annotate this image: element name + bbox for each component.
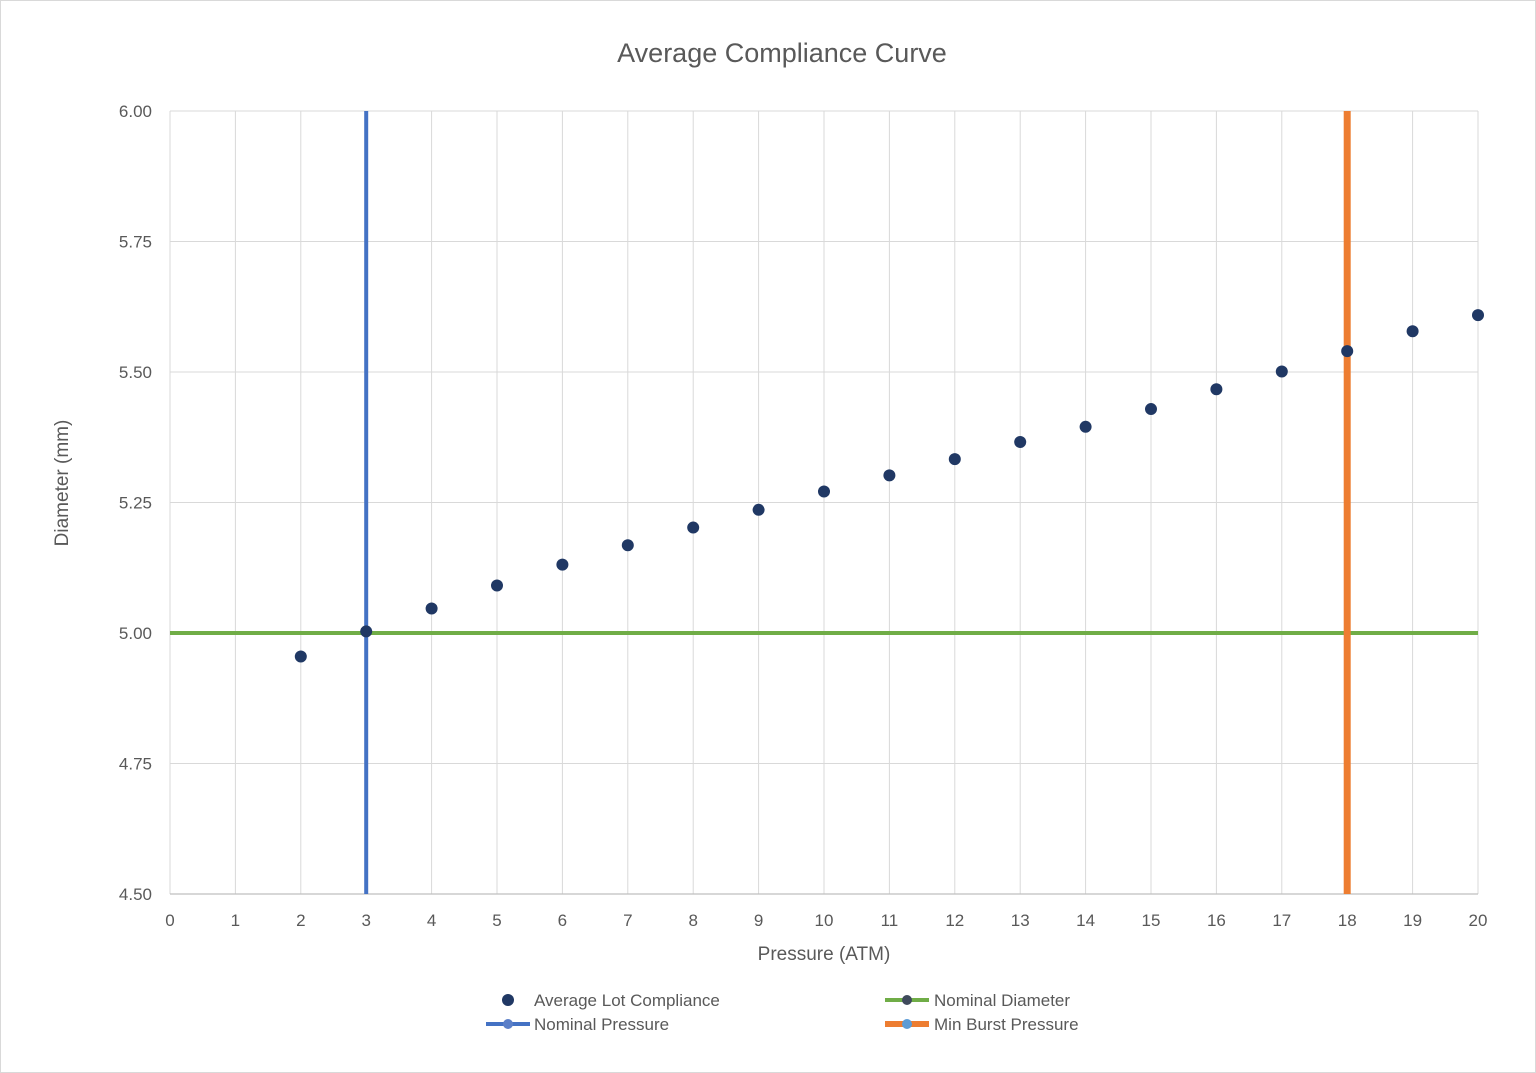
x-tick-label: 16 bbox=[1207, 911, 1226, 930]
x-tick-label: 15 bbox=[1142, 911, 1161, 930]
y-tick-label: 5.50 bbox=[119, 363, 152, 382]
legend-item: Average Lot Compliance bbox=[502, 991, 720, 1010]
y-axis-title: Diameter (mm) bbox=[52, 420, 73, 547]
x-tick-label: 0 bbox=[165, 911, 174, 930]
x-axis-title: Pressure (ATM) bbox=[758, 944, 891, 965]
legend-label: Nominal Diameter bbox=[934, 991, 1070, 1010]
x-tick-label: 5 bbox=[492, 911, 501, 930]
data-point bbox=[1406, 325, 1419, 338]
y-tick-label: 5.75 bbox=[119, 233, 152, 252]
x-tick-label: 4 bbox=[427, 911, 436, 930]
legend-swatch-marker bbox=[503, 1019, 513, 1029]
x-tick-label: 11 bbox=[881, 911, 899, 930]
data-point bbox=[687, 521, 700, 534]
data-point bbox=[294, 650, 307, 663]
legend-swatch-marker bbox=[902, 995, 912, 1005]
x-tick-label: 18 bbox=[1338, 911, 1357, 930]
x-tick-label: 12 bbox=[945, 911, 964, 930]
y-tick-label: 5.25 bbox=[119, 494, 152, 513]
x-tick-label: 2 bbox=[296, 911, 305, 930]
data-point bbox=[1145, 403, 1157, 416]
data-point bbox=[360, 625, 373, 638]
x-tick-label: 20 bbox=[1469, 911, 1488, 930]
legend-label: Min Burst Pressure bbox=[934, 1015, 1079, 1034]
data-point bbox=[556, 558, 569, 571]
x-tick-label: 17 bbox=[1272, 911, 1291, 930]
reference-lines bbox=[170, 111, 1478, 894]
x-tick-label: 8 bbox=[688, 911, 697, 930]
x-tick-label: 13 bbox=[1011, 911, 1030, 930]
data-point bbox=[1275, 365, 1288, 378]
legend-item: Nominal Diameter bbox=[885, 991, 1070, 1010]
chart-title: Average Compliance Curve bbox=[617, 38, 947, 68]
x-tick-label: 14 bbox=[1076, 911, 1095, 930]
x-tick-label: 19 bbox=[1403, 911, 1422, 930]
x-tick-label: 6 bbox=[558, 911, 567, 930]
data-point bbox=[948, 453, 961, 466]
data-point bbox=[1079, 420, 1092, 433]
data-point bbox=[425, 602, 438, 615]
data-point bbox=[1210, 383, 1223, 396]
data-points bbox=[294, 309, 1484, 663]
y-tick-label: 6.00 bbox=[119, 102, 152, 121]
x-tick-label: 7 bbox=[623, 911, 632, 930]
y-tick-label: 5.00 bbox=[119, 624, 152, 643]
data-point bbox=[491, 579, 503, 592]
data-point bbox=[621, 539, 634, 552]
legend-item: Min Burst Pressure bbox=[885, 1015, 1079, 1034]
legend: Average Lot Compliance Nominal Diameter No… bbox=[486, 991, 1079, 1034]
legend-item: Nominal Pressure bbox=[486, 1015, 669, 1034]
data-point bbox=[1472, 309, 1484, 322]
legend-label: Nominal Pressure bbox=[534, 1015, 669, 1034]
data-point bbox=[1341, 345, 1354, 358]
x-tick-labels: 0 1 2 3 4 5 6 7 8 9 10 11 12 13 14 15 16 17 18 19 20 bbox=[165, 911, 1487, 930]
data-point bbox=[883, 469, 896, 482]
y-tick-label: 4.75 bbox=[119, 755, 152, 774]
y-tick-labels: 4.50 4.75 5.00 5.25 5.50 5.75 6.00 bbox=[119, 102, 152, 904]
y-tick-label: 4.50 bbox=[119, 885, 152, 904]
legend-swatch-marker bbox=[902, 1019, 912, 1029]
data-point bbox=[1014, 435, 1027, 448]
x-tick-label: 3 bbox=[361, 911, 370, 930]
x-tick-label: 10 bbox=[815, 911, 834, 930]
data-point bbox=[752, 503, 765, 516]
legend-label: Average Lot Compliance bbox=[534, 991, 720, 1010]
x-tick-label: 9 bbox=[754, 911, 763, 930]
x-tick-label: 1 bbox=[231, 911, 240, 930]
legend-swatch bbox=[502, 994, 514, 1006]
data-point bbox=[818, 485, 830, 498]
